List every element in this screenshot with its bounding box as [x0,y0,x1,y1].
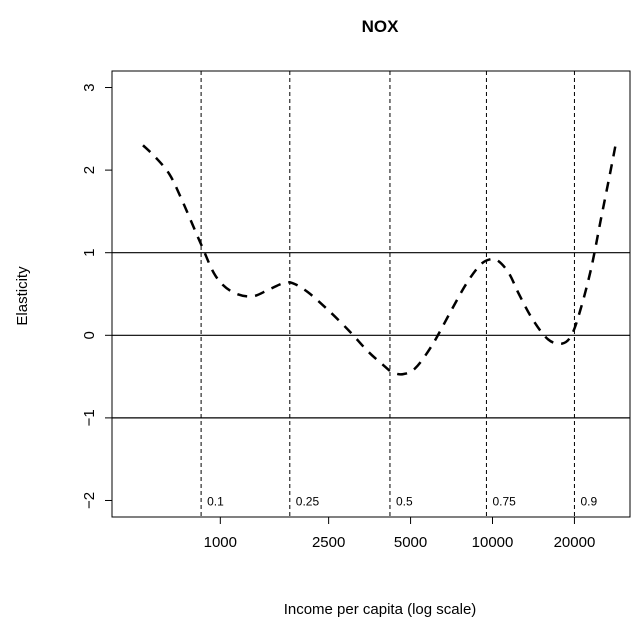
y-tick-label: −2 [81,492,98,509]
y-tick-label: 2 [81,166,98,174]
x-tick-label: 5000 [394,534,427,551]
y-axis-label: Elasticity [14,266,31,326]
plot-box [111,70,631,518]
y-tick-label: 0 [81,331,98,339]
x-tick-label: 20000 [554,534,596,551]
x-axis: 1000 2500 5000 10000 20000 [204,517,596,551]
quantile-label: 0.25 [296,494,320,508]
y-tick-label: −1 [81,409,98,426]
series-line [142,140,618,376]
quantile-label: 0.5 [396,494,413,508]
quantile-label: 0.9 [580,494,597,508]
x-axis-label: Income per capita (log scale) [284,601,477,618]
chart-title: NOX [362,17,400,36]
quantile-label: 0.75 [492,494,516,508]
x-tick-label: 1000 [204,534,237,551]
quantile-lines: 0.1 0.25 0.5 0.75 0.9 [200,71,597,517]
y-tick-label: 3 [81,83,98,91]
reference-lines [112,252,630,419]
y-axis: −2 −1 0 1 2 3 [81,83,112,509]
quantile-label: 0.1 [207,494,224,508]
y-tick-label: 1 [81,249,98,257]
x-tick-label: 2500 [312,534,345,551]
x-tick-label: 10000 [472,534,514,551]
